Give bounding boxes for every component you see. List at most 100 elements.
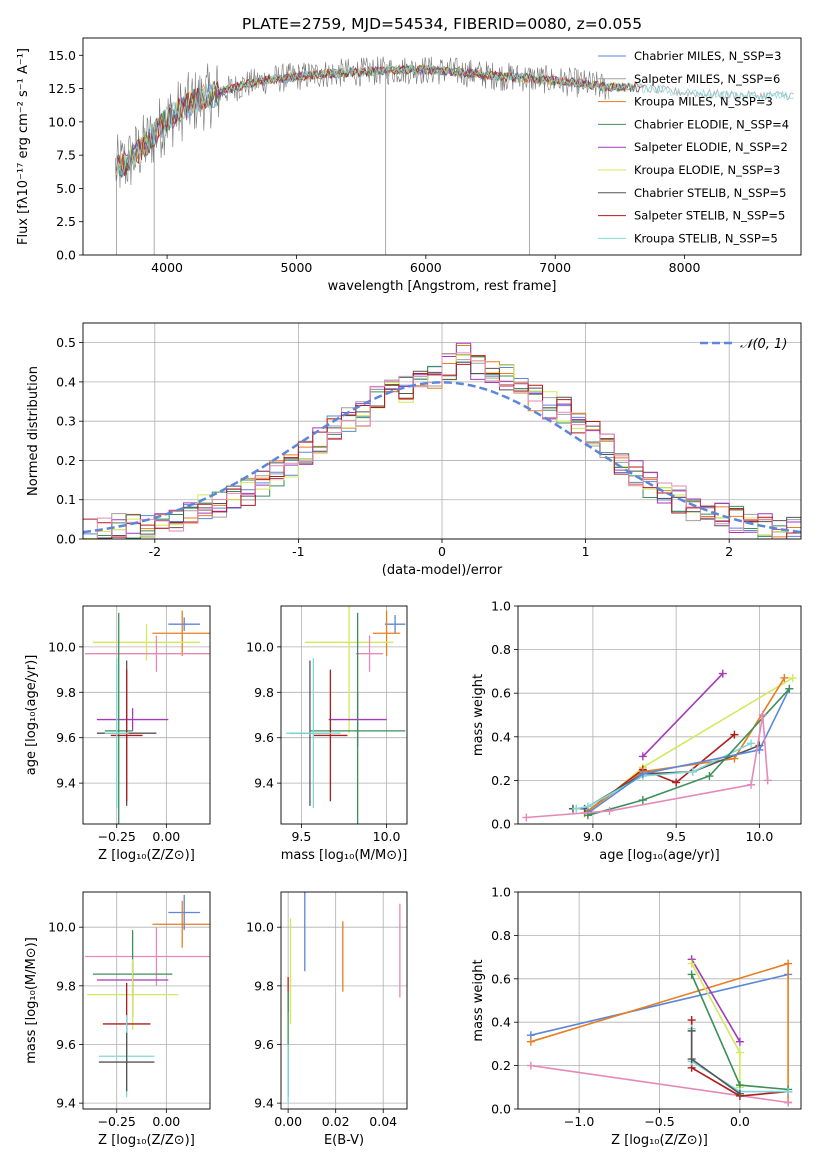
weight-marker — [784, 1087, 793, 1096]
spectrum-x-axis-label: wavelength [Angstrom, rest frame] — [328, 279, 557, 294]
z_mass-y-axis-label: mass [log₁₀(M/M⊙)] — [24, 937, 39, 1064]
z_weight-axes: −1.0 −0.5 0.0 0.0 0.2 0.4 0.6 0.8 1.0 Z [log₁₀(Z/… — [471, 885, 802, 1148]
age_weight-plot-area — [522, 669, 797, 822]
y-tick-label: 0.0 — [56, 248, 76, 263]
y-tick-label: 5.0 — [56, 181, 76, 196]
ebv-frame — [280, 891, 408, 1110]
legend-label: Chabrier MILES, N_SSP=3 — [634, 49, 781, 63]
x-tick-label: 9.5 — [666, 829, 686, 844]
z_weight-plot-area — [526, 955, 793, 1107]
weight-line — [576, 742, 752, 810]
x-tick-label: −0.25 — [98, 1114, 136, 1129]
z_age-frame — [82, 605, 211, 825]
x-tick-label: 0.00 — [274, 1114, 302, 1129]
y-tick-label: 9.6 — [56, 1037, 76, 1052]
y-tick-label: 7.5 — [56, 148, 76, 163]
y-tick-label: 0.5 — [56, 335, 76, 350]
figure-title: PLATE=2759, MJD=54534, FIBERID=0080, z=0… — [242, 15, 642, 33]
y-tick-label: 9.4 — [254, 1096, 274, 1111]
weight-marker — [730, 730, 739, 739]
residual-histogram — [83, 352, 801, 539]
weight-line — [587, 688, 790, 817]
residuals-y-axis-label: Normed distribution — [26, 366, 41, 496]
observed-spectrum-line — [115, 56, 610, 188]
x-tick-label: 10.0 — [373, 829, 401, 844]
weight-marker — [735, 1048, 744, 1057]
ebv-plot-area — [287, 892, 401, 1104]
y-tick-label: 0.6 — [491, 686, 511, 701]
legend-label: Kroupa MILES, N_SSP=3 — [634, 95, 773, 109]
mass_age-plot-area — [286, 606, 406, 824]
y-tick-label: 10.0 — [48, 114, 76, 129]
weight-marker — [788, 673, 797, 682]
y-tick-label: 0.6 — [491, 971, 511, 986]
y-tick-label: 0.8 — [491, 642, 511, 657]
weight-marker — [687, 1026, 696, 1035]
y-tick-label: 9.8 — [254, 685, 274, 700]
z_age-x-axis-label: Z [log₁₀(Z/Z⊙)] — [98, 848, 195, 863]
weight-marker — [672, 778, 681, 787]
y-tick-label: 10.0 — [246, 920, 274, 935]
age_weight-x-axis-label: age [log₁₀(age/yr)] — [599, 848, 720, 863]
weight-line — [530, 973, 789, 1036]
weight-marker — [735, 1089, 744, 1098]
y-tick-label: 0.2 — [491, 773, 511, 788]
weight-marker — [758, 711, 767, 719]
y-tick-label: 0.4 — [491, 729, 511, 744]
weight-marker — [688, 767, 697, 776]
z_weight-x-axis-label: Z [log₁₀(Z/Z⊙)] — [611, 1133, 708, 1148]
legend-label: Kroupa ELODIE, N_SSP=3 — [634, 163, 780, 177]
y-tick-label: 2.5 — [56, 214, 76, 229]
z_mass-axes: −0.25 0.00 9.4 9.6 9.8 10.0 Z [log₁₀(Z/Z⊙)] mas… — [24, 891, 211, 1148]
x-tick-label: 7000 — [539, 260, 571, 275]
mass_age-x-axis-label: mass [log₁₀(M/M⊙)] — [281, 848, 408, 863]
y-tick-label: 0.4 — [56, 374, 76, 389]
ebv-x-axis-label: E(B-V) — [324, 1133, 364, 1148]
spectrum-plot-area — [115, 56, 794, 255]
x-tick-label: 4000 — [151, 260, 183, 275]
weight-marker — [747, 780, 756, 789]
x-tick-label: 8000 — [669, 260, 701, 275]
weight-marker — [735, 1037, 744, 1046]
spectrum-frame — [82, 37, 802, 256]
weight-line — [584, 677, 786, 814]
y-tick-label: 9.6 — [254, 1037, 274, 1052]
x-tick-label: -1 — [292, 544, 304, 559]
weight-marker — [705, 772, 714, 781]
y-tick-label: 9.4 — [56, 1096, 76, 1111]
weight-marker — [638, 796, 647, 805]
weight-marker — [785, 684, 794, 693]
legend-label: Salpeter STELIB, N_SSP=5 — [634, 209, 785, 223]
z_age-plot-area — [84, 610, 210, 824]
x-tick-label: −0.5 — [644, 1114, 674, 1129]
y-tick-label: 0.4 — [491, 1015, 511, 1030]
y-tick-label: 12.5 — [48, 81, 76, 96]
weight-line — [526, 714, 769, 819]
y-tick-label: 0.1 — [56, 492, 76, 507]
gaussian-curve — [83, 381, 801, 534]
x-tick-label: -2 — [149, 544, 161, 559]
x-tick-label: 0.0 — [730, 1114, 750, 1129]
weight-marker — [605, 806, 614, 815]
y-tick-label: 15.0 — [48, 48, 76, 63]
mass_age-axes: 9.5 10.0 9.4 9.6 9.8 10.0 mass [log₁₀(M/M⊙)] — [246, 605, 408, 863]
weight-marker — [526, 1037, 535, 1046]
model-spectrum-line — [116, 64, 794, 176]
weight-line — [530, 1064, 789, 1104]
x-tick-label: 0 — [438, 544, 446, 559]
residuals-axes: -2 -1 0 1 2 0.0 0.1 0.2 0.3 0.4 0.5 (data-model)/er… — [26, 322, 802, 578]
y-tick-label: 9.6 — [254, 730, 274, 745]
y-tick-label: 9.8 — [56, 685, 76, 700]
x-tick-label: 9.5 — [291, 829, 311, 844]
y-tick-label: 9.4 — [56, 776, 76, 791]
y-tick-label: 0.2 — [491, 1058, 511, 1073]
x-tick-label: 10.0 — [745, 829, 773, 844]
x-tick-label: 0.00 — [152, 829, 180, 844]
x-tick-label: 1 — [582, 544, 590, 559]
weight-marker — [784, 959, 793, 968]
z_age-y-axis-label: age [log₁₀(age/yr)] — [24, 655, 39, 776]
plot-layer: 4000 5000 6000 7000 80000.02.55.07.510.012.5… — [16, 37, 802, 1148]
y-tick-label: 0.0 — [491, 1102, 511, 1117]
weight-marker — [572, 804, 581, 813]
spectrum-axes: 4000 5000 6000 7000 8000 0.0 2.5 5.0 7.5 10.0 12.5… — [16, 37, 802, 294]
